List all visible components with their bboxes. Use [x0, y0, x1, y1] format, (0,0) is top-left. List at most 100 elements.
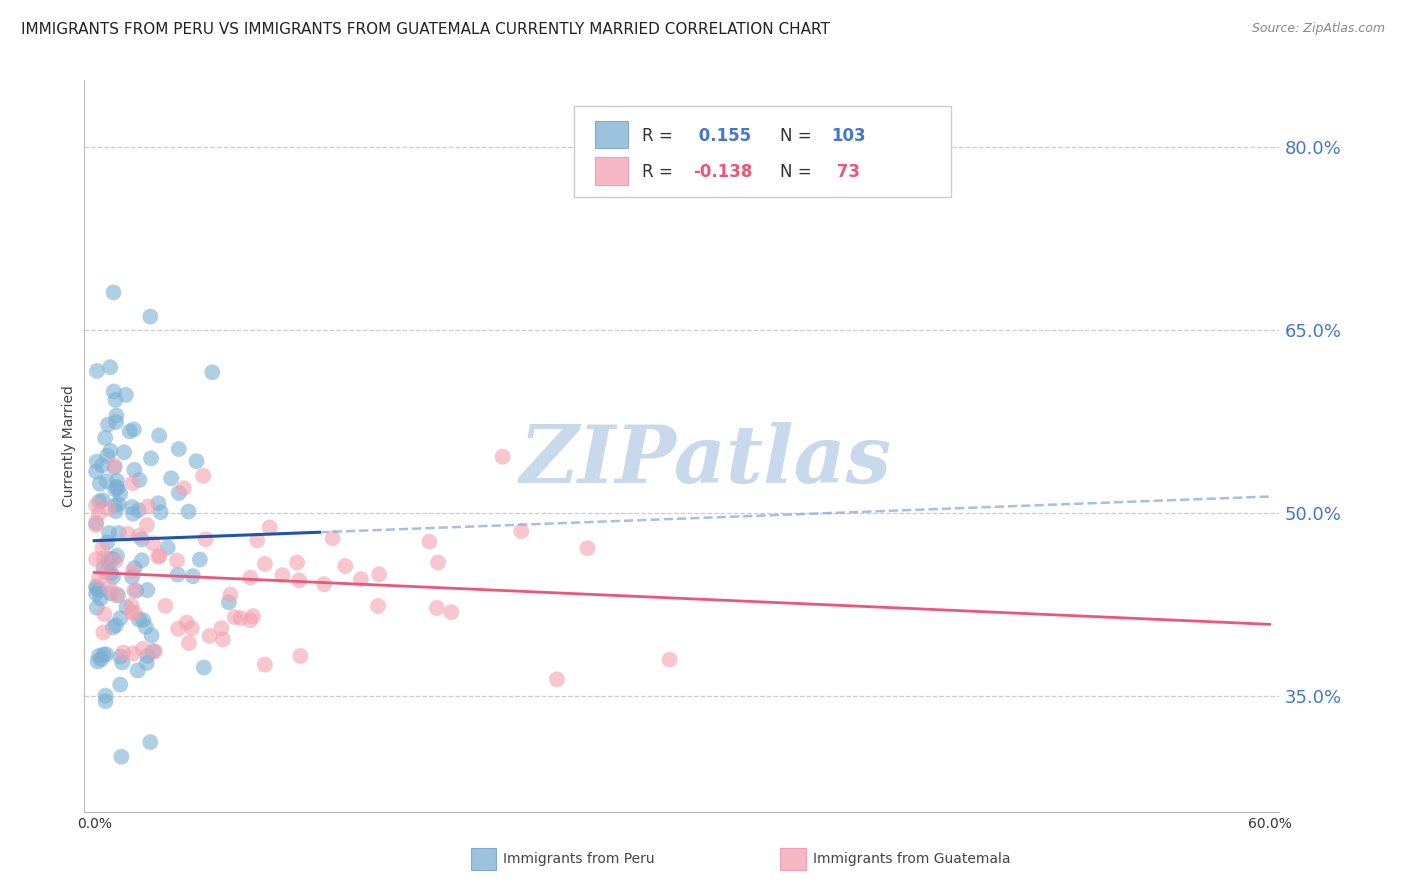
Point: [86, 455, 108, 469]
Point: [194, 533, 217, 547]
Point: [96, 449, 118, 463]
Point: [91, 458, 114, 473]
Point: [96, 475, 118, 489]
Point: [160, 471, 183, 485]
Point: [93, 561, 115, 575]
Point: [180, 621, 202, 635]
Point: [94, 689, 117, 703]
Point: [89, 494, 111, 508]
Point: [104, 504, 127, 518]
Point: [127, 664, 149, 678]
Point: [368, 567, 391, 582]
Text: N =: N =: [780, 127, 817, 145]
Point: [121, 500, 143, 514]
Point: [86, 600, 108, 615]
Text: R =: R =: [643, 127, 679, 145]
Point: [107, 497, 129, 511]
Point: [131, 553, 153, 567]
Point: [104, 554, 127, 568]
Point: [86, 364, 108, 378]
FancyBboxPatch shape: [595, 157, 628, 185]
Point: [177, 636, 200, 650]
Point: [110, 486, 132, 500]
Text: 73: 73: [831, 163, 860, 181]
Point: [94, 431, 117, 445]
Point: [104, 392, 127, 407]
Point: [93, 551, 115, 566]
Point: [84, 518, 107, 533]
Point: [93, 648, 115, 662]
Point: [191, 468, 214, 483]
Point: [426, 601, 449, 615]
Point: [546, 673, 568, 687]
Point: [198, 629, 221, 643]
Point: [120, 606, 142, 620]
Point: [107, 588, 129, 602]
Point: [290, 648, 312, 663]
Point: [94, 694, 117, 708]
Point: [112, 646, 135, 660]
Point: [156, 541, 179, 555]
Point: [148, 428, 170, 442]
Point: [131, 533, 153, 547]
Point: [87, 648, 110, 663]
Point: [167, 622, 190, 636]
Point: [576, 541, 599, 556]
Point: [173, 481, 195, 495]
Point: [128, 473, 150, 487]
Point: [136, 500, 159, 514]
Point: [101, 620, 124, 634]
Point: [167, 442, 190, 456]
Point: [271, 568, 294, 582]
Point: [96, 535, 118, 549]
Point: [122, 463, 145, 477]
Point: [186, 454, 208, 468]
Point: [312, 577, 335, 591]
Point: [90, 652, 112, 666]
Point: [239, 571, 262, 585]
Point: [510, 524, 533, 539]
Point: [166, 553, 188, 567]
Point: [120, 599, 142, 613]
Point: [104, 498, 127, 512]
Point: [167, 486, 190, 500]
Point: [181, 569, 204, 583]
Point: [188, 552, 211, 566]
Point: [212, 632, 235, 647]
Point: [128, 529, 150, 543]
Point: [96, 555, 118, 569]
Point: [427, 556, 450, 570]
Point: [124, 561, 146, 575]
Point: [224, 610, 246, 624]
Point: [491, 450, 513, 464]
Point: [101, 570, 124, 584]
Point: [118, 425, 141, 439]
Point: [146, 549, 169, 564]
FancyBboxPatch shape: [595, 120, 628, 148]
Point: [98, 360, 121, 375]
Point: [105, 409, 128, 423]
Point: [155, 599, 177, 613]
Point: [176, 615, 198, 630]
Point: [193, 660, 215, 674]
Point: [259, 520, 281, 534]
Point: [84, 552, 107, 566]
Point: [89, 583, 111, 598]
Point: [288, 574, 311, 588]
Text: Immigrants from Peru: Immigrants from Peru: [503, 852, 655, 866]
Point: [335, 559, 357, 574]
Point: [142, 536, 165, 550]
Point: [135, 518, 157, 533]
Point: [105, 415, 128, 429]
Point: [367, 599, 389, 613]
Point: [149, 505, 172, 519]
Point: [322, 531, 344, 545]
Point: [239, 613, 262, 627]
Point: [110, 678, 132, 692]
Point: [87, 572, 110, 586]
Point: [148, 496, 170, 510]
Point: [105, 549, 128, 563]
Point: [658, 653, 681, 667]
Point: [142, 644, 165, 658]
Point: [98, 581, 121, 595]
